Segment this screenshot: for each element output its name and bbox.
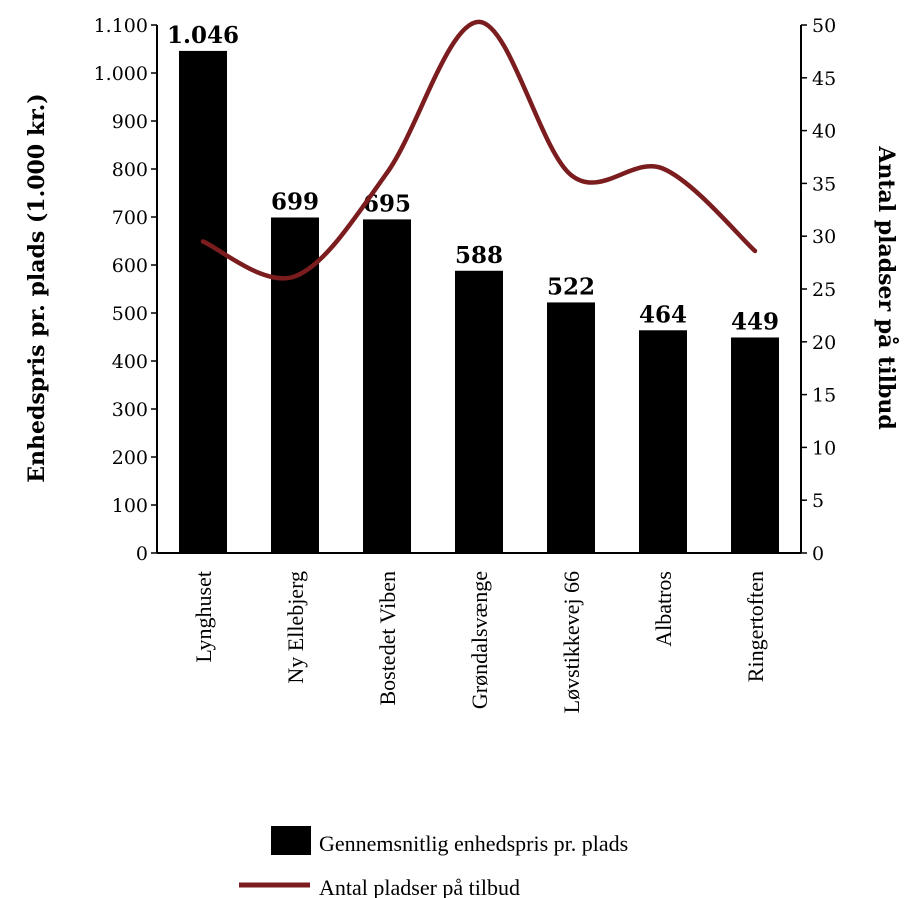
y-tick-label: 1.000 (94, 63, 148, 85)
data-label: 449 (731, 308, 779, 335)
y-tick-label: 0 (136, 543, 148, 565)
bar (455, 270, 503, 553)
y-tick-label: 900 (112, 111, 148, 133)
y-tick-label: 500 (112, 303, 148, 325)
right-y-ticks: 0 5 10 15 20 25 30 35 40 45 50 (801, 15, 836, 565)
bar (271, 217, 319, 554)
bar-series (179, 50, 779, 554)
y-tick-label: 700 (112, 207, 148, 229)
y-tick-label: 600 (112, 255, 148, 277)
x-tick-label: Bostedet Viben (375, 571, 400, 706)
data-label: 464 (639, 301, 687, 328)
y2-tick-label: 25 (812, 279, 836, 301)
y2-tick-label: 15 (812, 385, 836, 407)
line-series-antal-pladser (200, 19, 758, 281)
y-tick-label: 800 (112, 159, 148, 181)
x-tick-label: Albatros (651, 571, 676, 647)
bar (639, 330, 687, 553)
y-tick-label: 300 (112, 399, 148, 421)
bar (363, 219, 411, 553)
bar (731, 337, 779, 553)
y2-tick-label: 40 (812, 121, 836, 143)
y2-tick-label: 20 (812, 332, 836, 354)
legend-label-line: Antal pladser på tilbud (319, 875, 520, 898)
bar (547, 302, 595, 553)
bar (179, 50, 227, 554)
left-y-axis-title: Enhedspris pr. plads (1.000 kr.) (24, 93, 50, 482)
y2-tick-label: 50 (812, 15, 836, 37)
y-tick-label: 400 (112, 351, 148, 373)
y2-tick-label: 5 (812, 490, 824, 512)
legend-swatch-bar (271, 826, 311, 855)
y2-tick-label: 30 (812, 226, 836, 248)
data-label: 1.046 (167, 22, 239, 49)
y2-tick-label: 45 (812, 68, 836, 90)
x-tick-label: Lynghuset (191, 571, 216, 663)
legend-label-bar: Gennemsnitlig enhedspris pr. plads (319, 831, 628, 856)
y-tick-label: 200 (112, 447, 148, 469)
x-tick-label: Ny Ellebjerg (283, 571, 308, 684)
x-tick-label: Ringertoften (743, 571, 768, 682)
left-y-ticks: 0 100 200 300 400 500 600 700 800 900 1.000 1.100 (94, 15, 157, 565)
x-tick-label: Grøndalsvænge (467, 571, 492, 709)
y2-tick-label: 10 (812, 437, 836, 459)
data-label: 522 (547, 273, 595, 300)
x-tick-labels: Lynghuset Ny Ellebjerg Bostedet Viben Grønd… (191, 571, 768, 713)
y2-tick-label: 35 (812, 173, 836, 195)
x-tick-label: Løvstikkevej 66 (559, 571, 584, 713)
y-tick-label: 1.100 (94, 15, 148, 37)
data-label: 588 (455, 242, 503, 269)
data-label: 699 (271, 188, 319, 215)
legend: Gennemsnitlig enhedspris pr. plads Antal… (239, 826, 628, 898)
y-tick-label: 100 (112, 495, 148, 517)
y2-tick-label: 0 (812, 543, 824, 565)
right-y-axis-title: Antal pladser på tilbud (873, 145, 899, 429)
